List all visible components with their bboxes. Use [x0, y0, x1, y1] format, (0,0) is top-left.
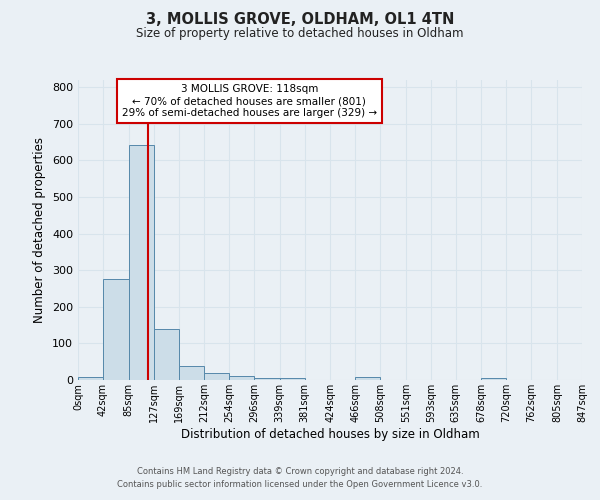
Text: Contains public sector information licensed under the Open Government Licence v3: Contains public sector information licen… [118, 480, 482, 489]
Bar [229, 376, 254, 380]
Bar [254, 378, 280, 380]
Text: 3 MOLLIS GROVE: 118sqm
← 70% of detached houses are smaller (801)
29% of semi-de: 3 MOLLIS GROVE: 118sqm ← 70% of detached… [122, 84, 377, 117]
X-axis label: Distribution of detached houses by size in Oldham: Distribution of detached houses by size … [181, 428, 479, 440]
Bar [154, 329, 179, 380]
Bar [481, 378, 506, 380]
Bar [78, 377, 103, 380]
Bar [355, 377, 380, 380]
Bar [280, 378, 305, 380]
Bar [103, 280, 128, 380]
Bar [204, 372, 229, 380]
Bar [128, 145, 154, 380]
Text: Contains HM Land Registry data © Crown copyright and database right 2024.: Contains HM Land Registry data © Crown c… [137, 467, 463, 476]
Bar [179, 366, 204, 380]
Text: 3, MOLLIS GROVE, OLDHAM, OL1 4TN: 3, MOLLIS GROVE, OLDHAM, OL1 4TN [146, 12, 454, 28]
Text: Size of property relative to detached houses in Oldham: Size of property relative to detached ho… [136, 28, 464, 40]
Y-axis label: Number of detached properties: Number of detached properties [34, 137, 46, 323]
